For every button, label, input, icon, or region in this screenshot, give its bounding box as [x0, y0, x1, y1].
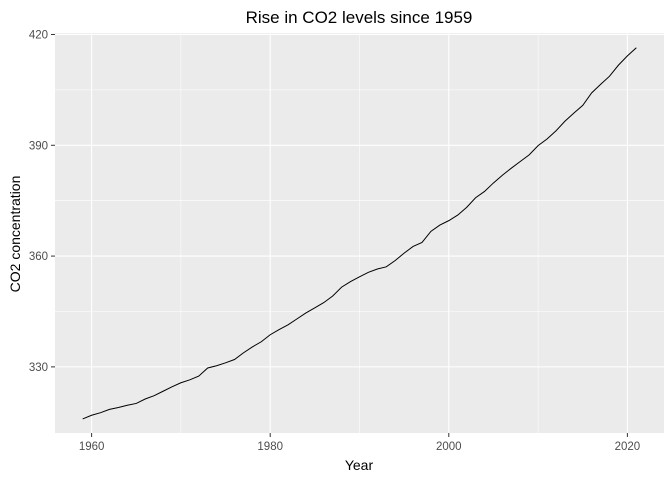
y-axis-title: CO2 concentration [7, 176, 23, 293]
x-axis-title: Year [345, 457, 374, 473]
x-tick-label: 1960 [79, 441, 105, 453]
x-axis: 1960 1980 2000 2020 [79, 433, 640, 453]
x-tick-label: 2000 [436, 441, 462, 453]
chart-title: Rise in CO2 levels since 1959 [246, 8, 473, 27]
series-group [82, 47, 637, 420]
minor-grid [55, 33, 664, 433]
major-grid [55, 33, 664, 433]
y-axis: 330 360 390 420 [29, 29, 55, 374]
x-tick-label: 2020 [615, 441, 641, 453]
y-tick-label: 420 [29, 29, 48, 41]
x-tick-label: 1980 [257, 441, 283, 453]
y-tick-label: 390 [29, 140, 48, 152]
co2-series-line [82, 47, 637, 420]
y-tick-label: 330 [29, 362, 48, 374]
y-tick-label: 360 [29, 251, 48, 263]
